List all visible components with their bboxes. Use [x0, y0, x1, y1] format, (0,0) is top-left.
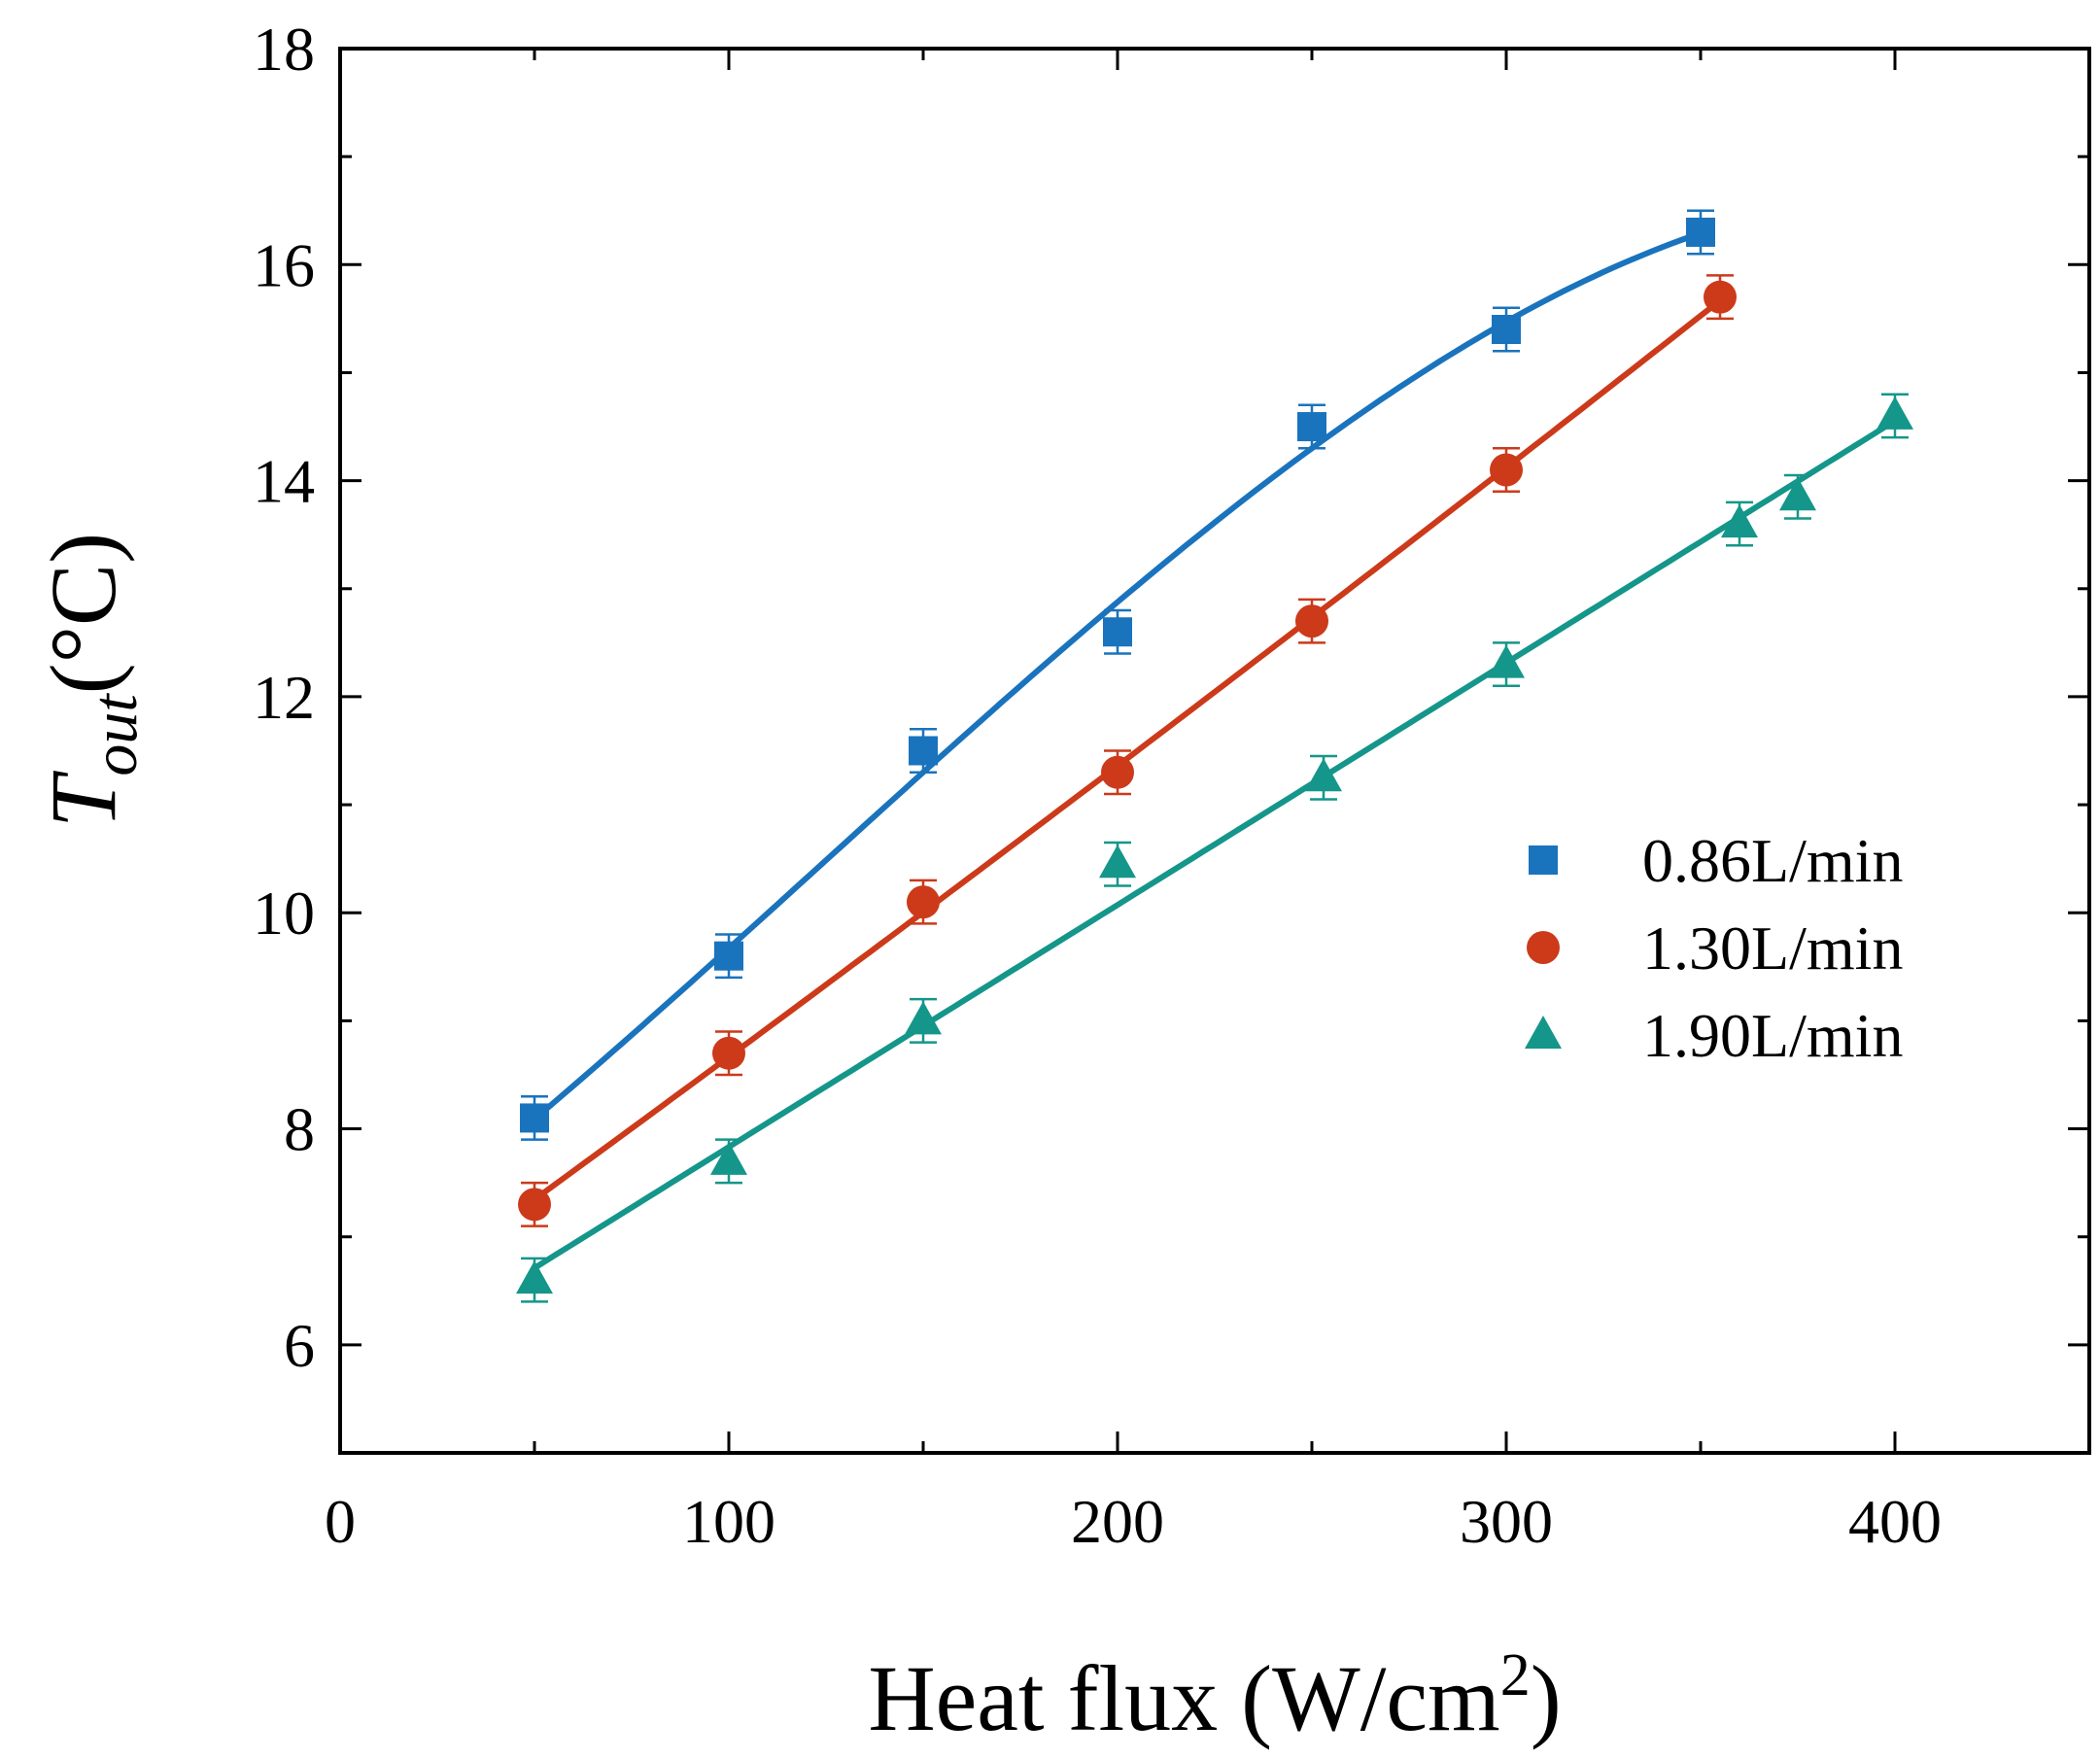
data-point-0-86l-min [1103, 617, 1132, 647]
data-point-1-90l-min [1488, 644, 1525, 678]
data-point-1-30l-min [712, 1036, 745, 1070]
data-point-1-30l-min [1295, 604, 1328, 638]
data-point-1-30l-min [1704, 280, 1737, 314]
x-tick-label: 200 [1071, 1487, 1164, 1556]
y-tick-label: 10 [253, 879, 315, 948]
data-point-1-90l-min [1721, 504, 1758, 538]
fit-lines [533, 230, 1897, 1271]
data-point-1-90l-min [1305, 758, 1342, 792]
data-point-0-86l-min [1297, 412, 1326, 442]
data-point-1-30l-min [1101, 755, 1134, 789]
data-point-0-86l-min [714, 941, 743, 971]
data-point-0-86l-min [909, 736, 938, 766]
data-point-1-90l-min [1779, 477, 1816, 511]
data-point-1-90l-min [1099, 845, 1136, 879]
data-point-0-86l-min [1492, 315, 1521, 344]
y-tick-label: 8 [284, 1095, 315, 1164]
markers [516, 217, 1913, 1294]
legend-marker-1-30l-min [1527, 931, 1560, 964]
legend-label-0-86l-min: 0.86L/min [1642, 826, 1903, 895]
data-point-1-30l-min [907, 885, 940, 919]
error-bars [521, 209, 1909, 1303]
x-tick-label: 400 [1848, 1487, 1942, 1556]
y-axis-title: Tout(°C) [31, 533, 151, 828]
data-point-1-90l-min [1876, 396, 1913, 430]
data-point-1-30l-min [1490, 453, 1523, 487]
legend-label-1-30l-min: 1.30L/min [1642, 914, 1903, 983]
data-point-0-86l-min [520, 1103, 549, 1133]
y-tick-label: 12 [253, 663, 315, 732]
x-tick-label: 300 [1460, 1487, 1553, 1556]
data-point-1-90l-min [710, 1141, 747, 1175]
y-tick-label: 6 [284, 1311, 315, 1380]
legend-marker-0-86l-min [1529, 845, 1558, 875]
x-tick-label: 0 [325, 1487, 356, 1556]
y-tick-label: 18 [253, 15, 315, 84]
y-axis-ticks: 6 8 10 12 14 16 18 [253, 15, 2089, 1455]
fit-line-0-86l-min [533, 230, 1702, 1121]
legend-label-1-90l-min: 1.90L/min [1642, 1001, 1903, 1070]
x-tick-label: 100 [682, 1487, 775, 1556]
plot-frame [338, 47, 2091, 1455]
x-axis-title: Heat flux (W/cm2) [868, 1642, 1561, 1750]
data-point-1-90l-min [905, 1001, 942, 1035]
y-tick-label: 16 [253, 230, 315, 299]
legend: 0.86L/min 1.30L/min 1.90L/min [1525, 826, 1903, 1070]
data-point-0-86l-min [1686, 217, 1715, 247]
y-tick-label: 14 [253, 447, 315, 516]
data-point-1-30l-min [518, 1188, 551, 1222]
x-axis-ticks: 0 100 200 300 400 [325, 49, 2091, 1556]
legend-marker-1-90l-min [1525, 1016, 1562, 1049]
fit-line-1-90l-min [533, 418, 1897, 1271]
data-point-1-90l-min [516, 1260, 553, 1294]
